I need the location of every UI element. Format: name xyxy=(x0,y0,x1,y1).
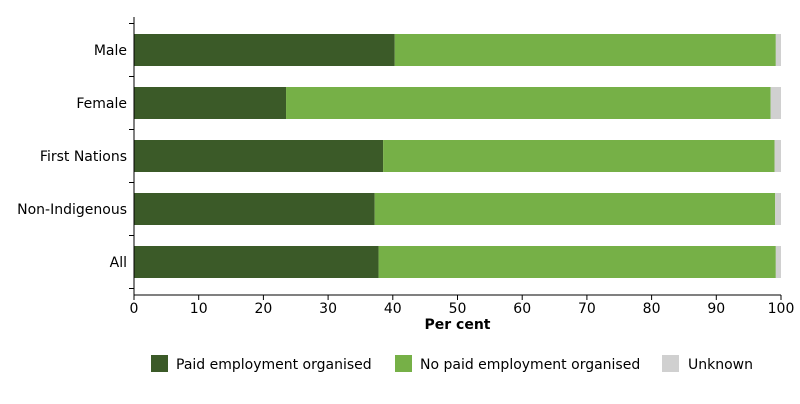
category-label: Male xyxy=(94,43,127,59)
legend-label: No paid employment organised xyxy=(420,357,640,373)
y-axis: Male Female First Nations Non-Indigenous All xyxy=(17,17,135,295)
bar-all-series-1 xyxy=(134,246,379,278)
x-tick-label: 60 xyxy=(513,301,531,317)
bar-non-indigenous-series-2 xyxy=(374,193,776,225)
legend-swatch xyxy=(395,355,412,372)
bar-first-nations-series-3 xyxy=(774,140,781,172)
legend-label: Paid employment organised xyxy=(176,357,372,373)
bar-male-series-3 xyxy=(775,34,781,66)
bar-first-nations-series-1 xyxy=(134,140,384,172)
x-tick-label: 50 xyxy=(449,301,467,317)
legend-swatch xyxy=(151,355,168,372)
bar-female-series-1 xyxy=(134,87,287,119)
bar-male-series-1 xyxy=(134,34,395,66)
category-label: Female xyxy=(76,96,127,112)
bars-group xyxy=(134,34,781,278)
x-tick-label: 80 xyxy=(643,301,661,317)
x-tick-label: 20 xyxy=(254,301,272,317)
x-tick-label: 0 xyxy=(130,301,139,317)
x-tick-label: 100 xyxy=(768,301,795,317)
bar-first-nations-series-2 xyxy=(383,140,775,172)
category-label: Non-Indigenous xyxy=(17,202,127,218)
bar-non-indigenous-series-1 xyxy=(134,193,375,225)
category-label: First Nations xyxy=(40,149,127,165)
x-tick-label: 30 xyxy=(319,301,337,317)
x-tick-label: 70 xyxy=(578,301,596,317)
legend: Paid employment organised No paid employm… xyxy=(151,355,753,373)
bar-female-series-2 xyxy=(286,87,771,119)
x-axis: 0 10 20 30 40 50 60 70 80 90 100 xyxy=(130,294,795,317)
bar-all-series-3 xyxy=(775,246,781,278)
bar-female-series-3 xyxy=(770,87,781,119)
bar-all-series-2 xyxy=(378,246,776,278)
x-tick-label: 40 xyxy=(384,301,402,317)
x-tick-label: 90 xyxy=(707,301,725,317)
category-label: All xyxy=(110,255,127,271)
legend-swatch xyxy=(662,355,679,372)
bar-non-indigenous-series-3 xyxy=(775,193,781,225)
bar-male-series-2 xyxy=(394,34,776,66)
x-axis-title: Per cent xyxy=(425,317,491,333)
legend-label: Unknown xyxy=(688,357,753,373)
x-tick-label: 10 xyxy=(190,301,208,317)
